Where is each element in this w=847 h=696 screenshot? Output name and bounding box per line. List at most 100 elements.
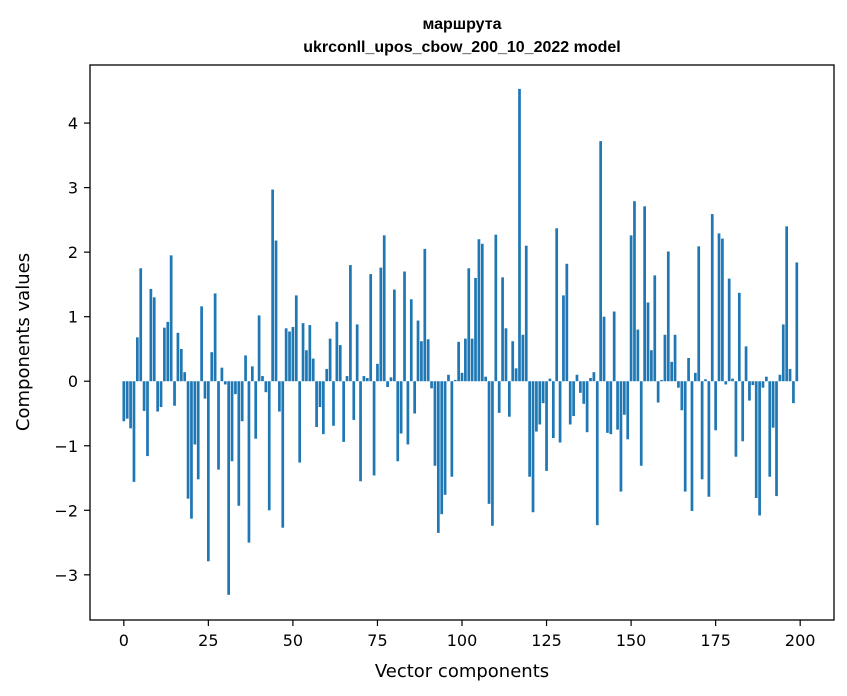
bar [514, 368, 518, 382]
bar [518, 88, 521, 382]
bar [792, 381, 795, 404]
bar [372, 381, 376, 476]
bar [281, 381, 285, 528]
bar [660, 379, 663, 382]
bar [589, 377, 592, 382]
bar [433, 381, 437, 466]
bar [338, 345, 342, 382]
bar [504, 328, 508, 382]
bar [129, 381, 132, 429]
bar [298, 381, 302, 463]
bar [213, 293, 217, 382]
bar [731, 378, 734, 382]
bar [305, 350, 308, 382]
bar [274, 240, 278, 382]
x-axis-label: Vector components [375, 661, 549, 682]
bar [352, 381, 356, 420]
x-tick-label: 50 [283, 631, 303, 650]
bar [203, 381, 207, 399]
bar [264, 381, 268, 393]
bar [284, 328, 288, 382]
bar [440, 381, 444, 515]
bar [447, 374, 450, 382]
bar [250, 366, 254, 382]
y-tick-label: 0 [68, 372, 78, 391]
bar [737, 292, 741, 382]
bar [579, 381, 582, 393]
bar [592, 372, 596, 382]
bar [768, 381, 772, 477]
bar [710, 214, 714, 382]
bar [558, 381, 562, 443]
bar [612, 311, 616, 382]
bar [315, 381, 318, 428]
bar [365, 377, 369, 382]
bar [399, 381, 403, 434]
bar [572, 381, 575, 417]
bar [247, 381, 251, 543]
bar [487, 381, 491, 504]
bar [369, 274, 373, 382]
bar [166, 321, 170, 382]
bar [531, 381, 535, 513]
bar [619, 381, 623, 492]
y-tick-label: −3 [54, 566, 78, 585]
bar [142, 381, 146, 411]
bar [261, 376, 264, 382]
bar [413, 381, 417, 414]
bar [727, 278, 731, 382]
bar [271, 189, 274, 382]
bar [294, 295, 298, 382]
bar [210, 352, 214, 382]
bar [565, 263, 569, 382]
bar [464, 338, 467, 382]
bar [491, 381, 494, 526]
bar [257, 315, 261, 382]
bar [494, 234, 498, 382]
bar [683, 381, 687, 492]
x-tick-label: 75 [367, 631, 387, 650]
bar [788, 368, 792, 382]
bar [538, 381, 542, 425]
bar [707, 381, 711, 497]
bar [220, 367, 224, 382]
bar [535, 381, 538, 432]
chart-title-line-2: ukrconll_upos_cbow_200_10_2022 model [303, 39, 620, 56]
bar [146, 381, 149, 457]
x-tick-label: 200 [785, 631, 816, 650]
bar [318, 381, 322, 408]
bar [423, 248, 427, 382]
bar [524, 245, 528, 382]
bar [325, 368, 329, 382]
chart-title: маршрута ukrconll_upos_cbow_200_10_2022 … [303, 16, 620, 56]
bar [308, 325, 312, 382]
bar [616, 381, 619, 430]
bar [234, 381, 237, 395]
bar [629, 235, 633, 382]
y-tick-label: 4 [68, 114, 78, 133]
bar [761, 381, 765, 388]
bar [376, 363, 379, 382]
bar [673, 334, 677, 382]
bar [230, 381, 234, 462]
bar [335, 321, 339, 382]
bar [501, 277, 504, 382]
bar [795, 262, 799, 382]
bar [771, 381, 775, 428]
bar [690, 381, 694, 511]
bar [159, 381, 163, 408]
bar [382, 235, 386, 382]
bar [122, 381, 126, 422]
bar [653, 275, 657, 382]
bar [622, 381, 626, 415]
x-tick-label: 100 [447, 631, 478, 650]
bar [457, 341, 460, 382]
bar [633, 201, 636, 382]
bar [548, 378, 552, 382]
bar [426, 339, 430, 382]
bar [386, 381, 389, 388]
bar [606, 381, 609, 433]
bar [775, 381, 778, 497]
bar [420, 341, 423, 382]
